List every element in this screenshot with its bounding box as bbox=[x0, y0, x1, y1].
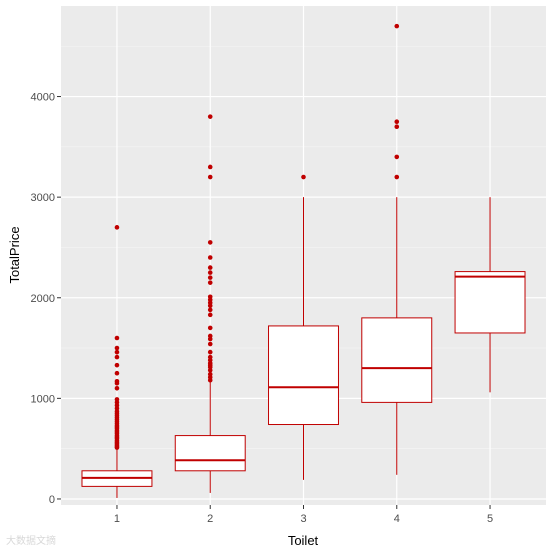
x-tick-label: 2 bbox=[207, 513, 213, 525]
outlier-point bbox=[207, 255, 213, 260]
box-group bbox=[81, 225, 153, 498]
outlier-point bbox=[207, 275, 213, 280]
outlier-point bbox=[207, 114, 213, 119]
outlier-point bbox=[114, 370, 120, 376]
box bbox=[361, 317, 433, 403]
outlier-point bbox=[207, 341, 213, 347]
outlier-point bbox=[114, 385, 120, 391]
x-tick-label: 4 bbox=[394, 513, 400, 525]
outlier-point bbox=[394, 23, 400, 29]
outlier-point bbox=[301, 174, 306, 180]
outlier-point bbox=[207, 174, 213, 180]
outlier-point bbox=[114, 378, 120, 384]
box bbox=[454, 271, 526, 334]
outlier-point bbox=[114, 354, 120, 360]
box-group bbox=[174, 114, 246, 493]
outlier-point bbox=[207, 371, 213, 377]
outlier-point bbox=[207, 280, 213, 285]
outlier-point bbox=[114, 225, 120, 230]
outlier-point bbox=[207, 240, 213, 245]
boxes bbox=[81, 23, 526, 498]
x-tick-label: 3 bbox=[300, 513, 306, 525]
outlier-point bbox=[114, 345, 120, 351]
outlier-point bbox=[207, 164, 213, 170]
outlier-point bbox=[114, 335, 120, 341]
x-tick-label: 5 bbox=[487, 513, 493, 525]
y-tick-label: 0 bbox=[49, 494, 55, 506]
y-axis-title: TotalPrice bbox=[7, 226, 22, 283]
box bbox=[174, 435, 246, 472]
box-group bbox=[454, 197, 526, 393]
outlier-point bbox=[394, 154, 400, 160]
x-axis-title: Toilet bbox=[288, 533, 319, 548]
box-group bbox=[268, 174, 339, 480]
outlier-point bbox=[207, 325, 213, 331]
y-tick-label: 1000 bbox=[31, 393, 55, 405]
outlier-point bbox=[207, 265, 213, 270]
y-tick-label: 2000 bbox=[31, 293, 55, 305]
y-axis: 0 1000 2000 3000 4000 bbox=[31, 92, 61, 506]
watermark: 大数据文摘 bbox=[6, 536, 56, 547]
outlier-point bbox=[207, 349, 213, 355]
outlier-point bbox=[207, 312, 213, 318]
outlier-point bbox=[207, 294, 213, 300]
outlier-point bbox=[207, 307, 213, 313]
y-tick-label: 4000 bbox=[31, 92, 55, 104]
x-tick-label: 1 bbox=[114, 513, 120, 525]
outlier-point bbox=[394, 174, 400, 180]
box-group bbox=[361, 23, 433, 475]
outlier-point bbox=[114, 349, 120, 355]
box bbox=[268, 325, 339, 426]
outlier-point bbox=[207, 270, 213, 275]
y-tick-label: 3000 bbox=[31, 192, 55, 204]
outlier-point bbox=[394, 119, 400, 124]
outlier-point bbox=[394, 124, 400, 130]
outlier-point bbox=[207, 354, 213, 360]
x-axis: 1 2 3 4 5 bbox=[114, 505, 493, 525]
outlier-point bbox=[207, 333, 213, 339]
outlier-point bbox=[114, 397, 120, 402]
outlier-point bbox=[114, 362, 120, 368]
